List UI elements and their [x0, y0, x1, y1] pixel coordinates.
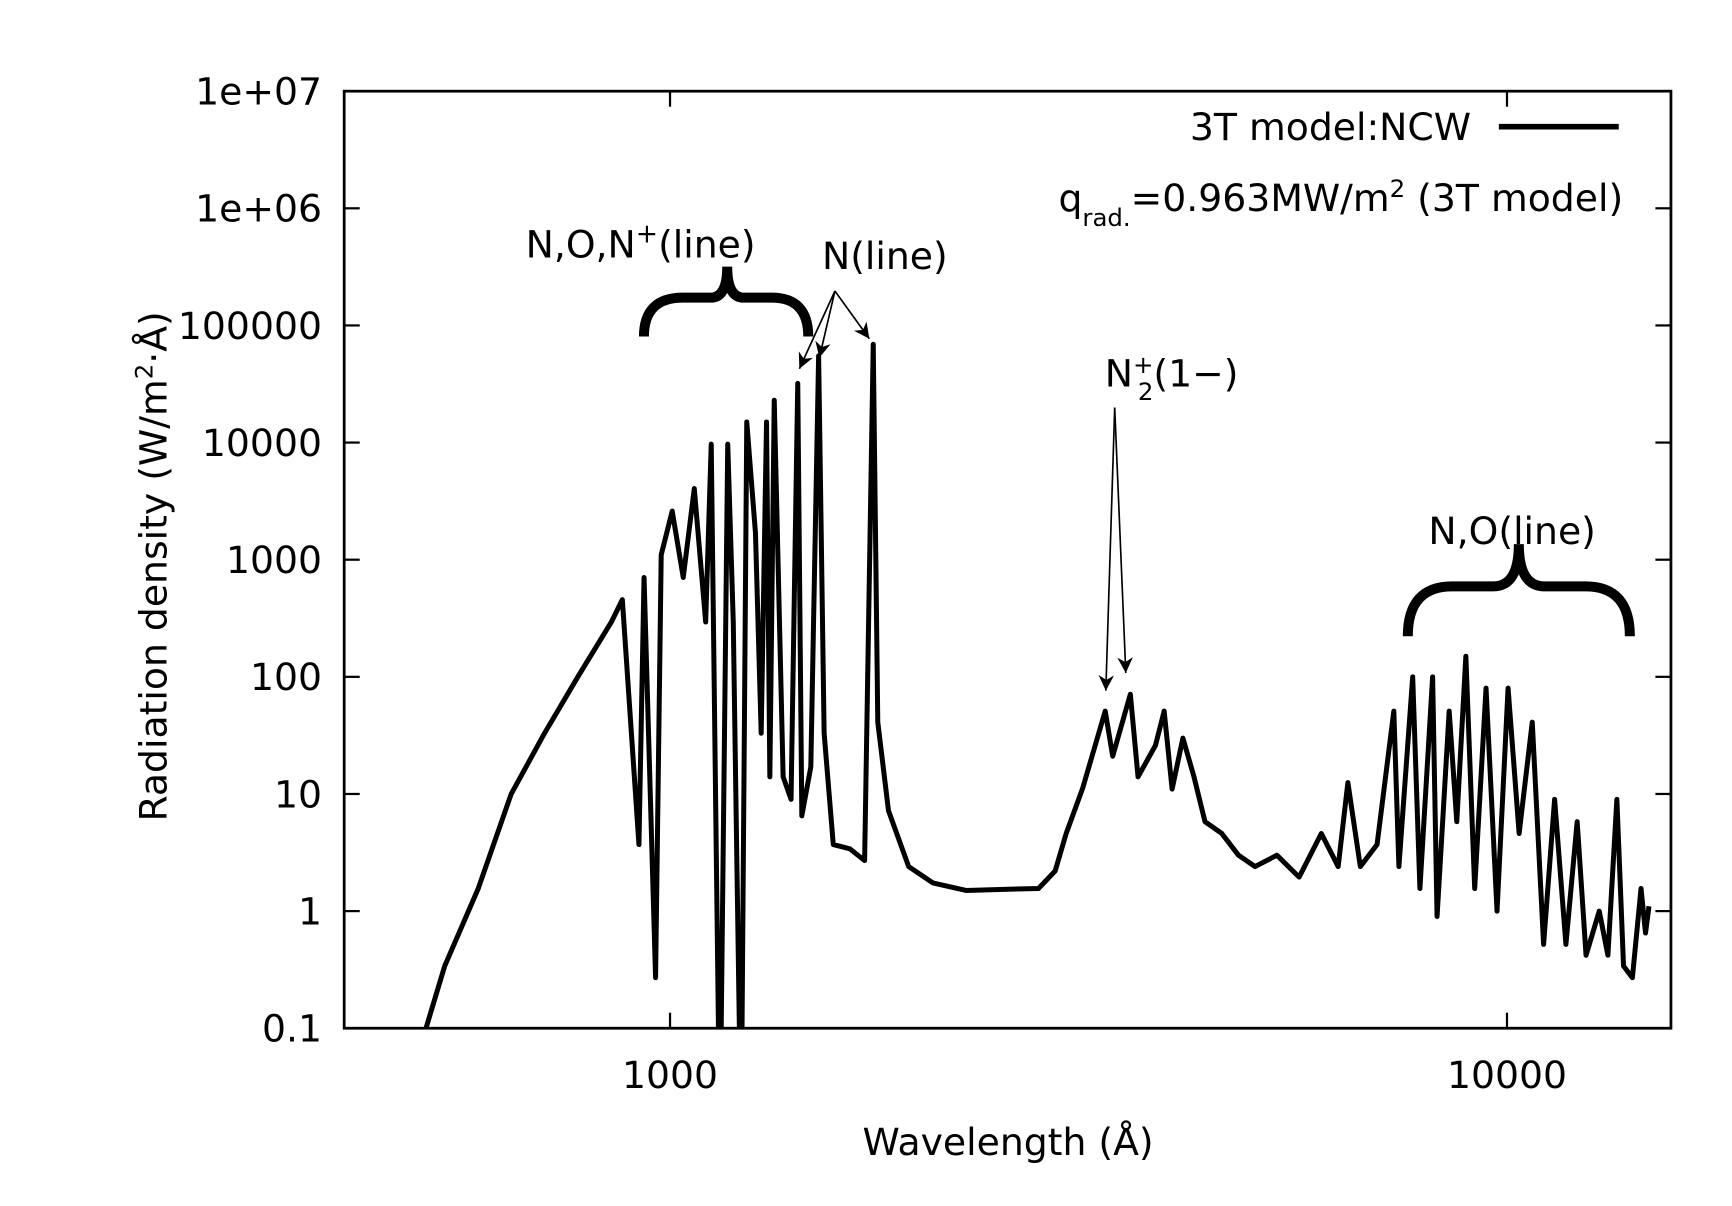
annotation: N(line) — [822, 234, 948, 278]
x-tick-label: 10000 — [1447, 1053, 1567, 1097]
arrow — [815, 290, 836, 358]
annotation: N,O(line) — [1428, 509, 1595, 553]
arrow — [1113, 407, 1133, 673]
annotation-shapes — [638, 266, 1635, 691]
y-tick-label: 1e+06 — [195, 187, 322, 231]
y-axis-label: Radiation density (W/m2·Å) — [129, 311, 176, 821]
x-tick-label: 1000 — [622, 1053, 718, 1097]
arrow — [834, 290, 871, 340]
annotation: N,O,N+(line) — [526, 218, 756, 267]
note-part: q — [1058, 176, 1082, 220]
annotation-part: N(line) — [822, 234, 948, 278]
legend-label: 3T model:NCW — [1190, 105, 1471, 149]
annotation-sup: + — [1133, 350, 1153, 379]
note-part: (3T model) — [1405, 176, 1623, 220]
annotation-sub: 2 — [1138, 377, 1154, 406]
annotation-part: N,O,N — [526, 223, 636, 267]
brace — [1402, 544, 1635, 637]
note: qrad.=0.963MW/m2 (3T model) — [1058, 174, 1623, 232]
y-tick-label: 100 — [250, 655, 322, 699]
y-label-sup: 2 — [129, 364, 158, 380]
y-tick-label: 1e+07 — [195, 69, 322, 113]
y-label-part: ·Å) — [132, 311, 176, 364]
y-tick-label: 1000 — [226, 538, 322, 582]
series-line — [423, 341, 1652, 1029]
arrow — [1098, 407, 1116, 691]
annotation-part: N,O(line) — [1428, 509, 1595, 553]
annotation-part: (line) — [658, 223, 756, 267]
annotation-part: N — [1105, 352, 1133, 396]
note-part: =0.963MW/m — [1131, 176, 1390, 220]
annotation-part: (1−) — [1153, 352, 1238, 396]
y-label-part: Radiation density (W/m — [132, 379, 176, 821]
note-sup: 2 — [1390, 174, 1406, 203]
annotation: N+ 2(1−) — [1105, 350, 1239, 406]
arrow — [798, 290, 836, 370]
y-tick-label: 1 — [298, 889, 322, 933]
brace — [638, 266, 814, 337]
annotation-sup: + — [636, 218, 658, 249]
y-tick-label: 10 — [274, 772, 322, 816]
y-tick-label: 10000 — [202, 421, 322, 465]
note-sub: rad. — [1082, 203, 1130, 232]
y-tick-label: 0.1 — [262, 1007, 322, 1051]
y-tick-label: 100000 — [178, 304, 322, 348]
x-axis-label: Wavelength (Å) — [863, 1120, 1154, 1164]
